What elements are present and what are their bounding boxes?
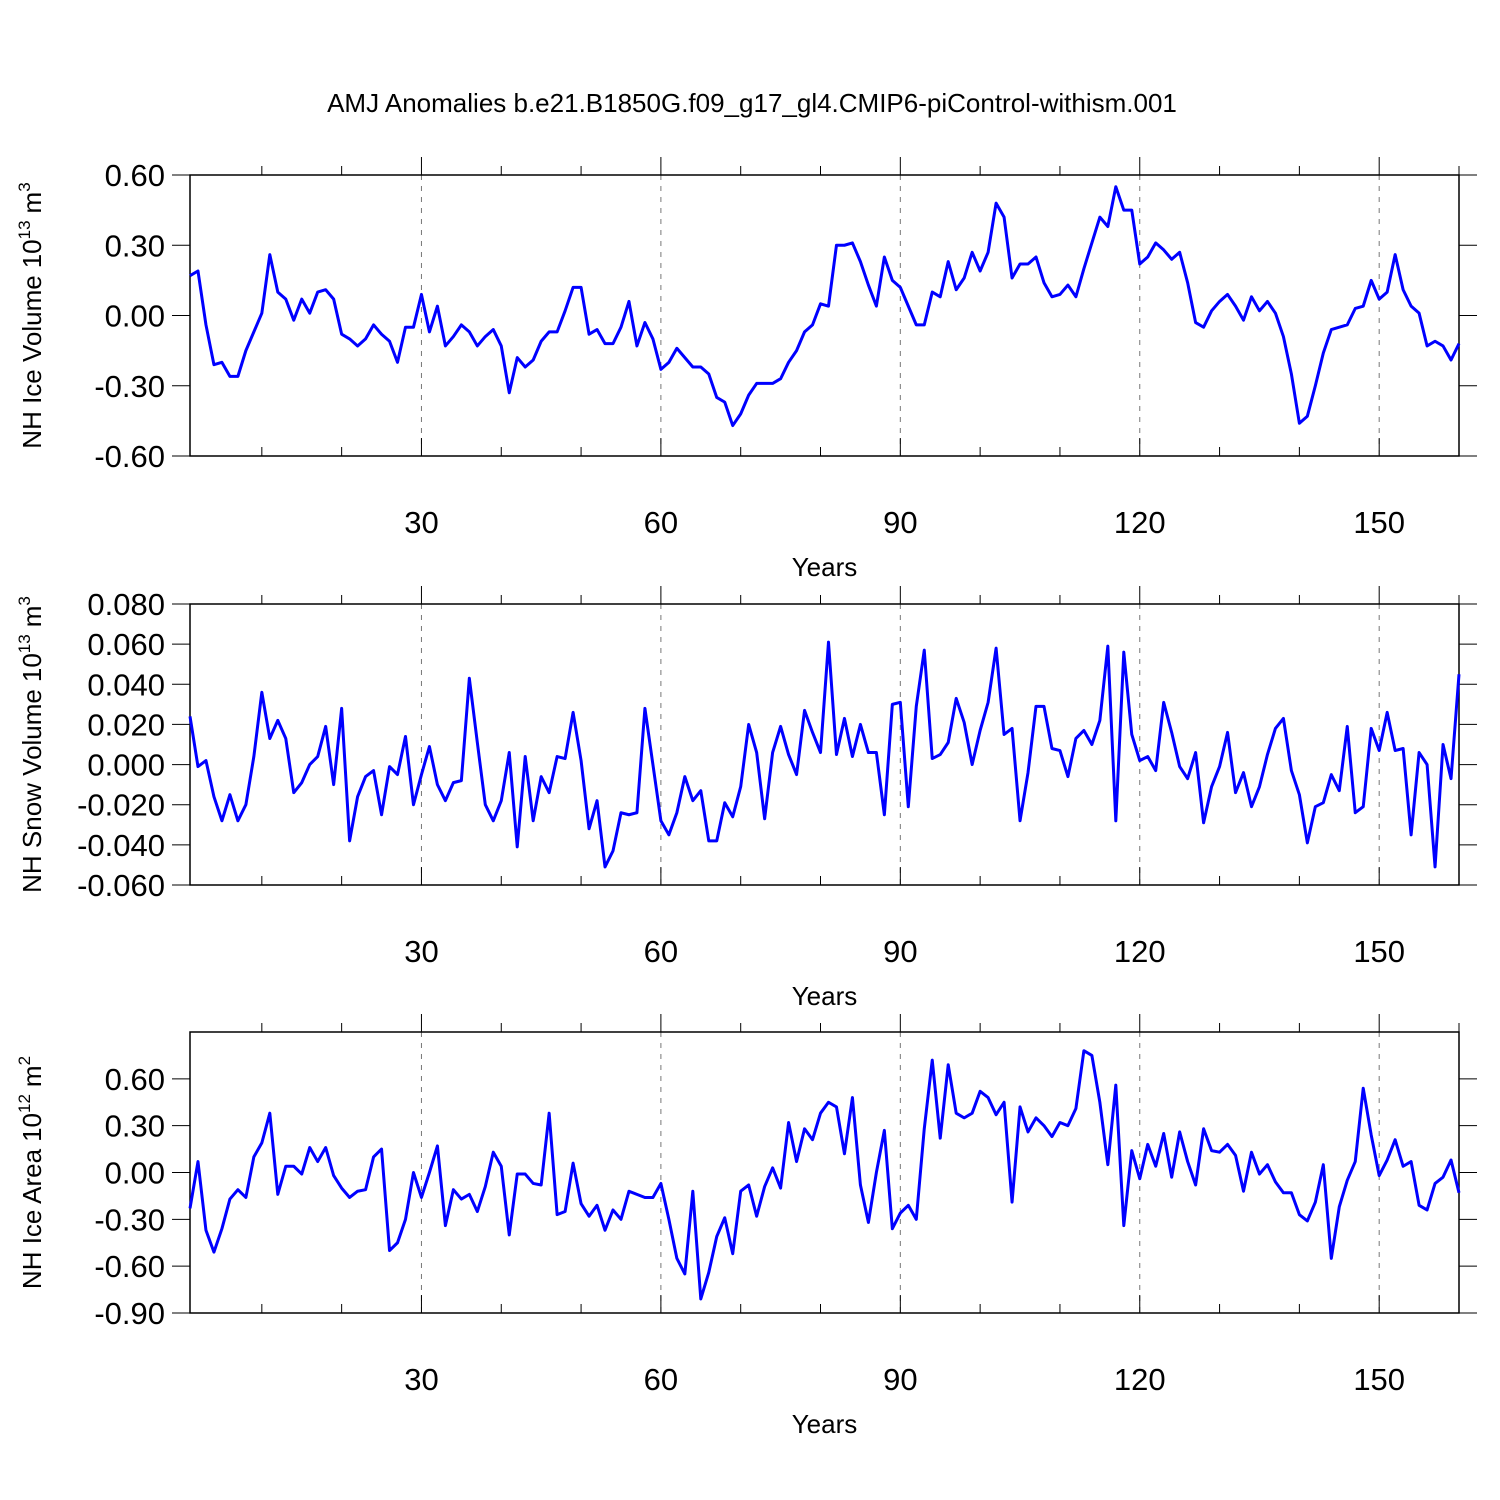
y-tick-label: 0.60 (105, 1062, 165, 1097)
x-tick-label: 60 (644, 934, 678, 969)
y-tick-label: 0.00 (105, 299, 165, 334)
y-label-unit: m (17, 192, 47, 214)
y-tick-label: 0.30 (105, 1109, 165, 1144)
panel: 30 60 90 120 150 -0.60 -0.30 0.00 0.30 0.60 Years N… (15, 157, 1477, 582)
y-tick-label: 0.60 (105, 158, 165, 193)
y-tick-label: -0.30 (94, 1202, 165, 1237)
y-axis-label: NH Ice Volume 1013 m3 (15, 182, 47, 448)
y-label-name: NH Ice Volume (17, 275, 47, 448)
plot-frame (189, 174, 1460, 457)
y-label-scale: 10 (17, 1113, 47, 1142)
x-tick-label: 30 (404, 1362, 438, 1397)
y-label-unit-exp: 3 (15, 596, 34, 605)
y-label-unit: m (17, 606, 47, 628)
y-tick-label: -0.020 (77, 788, 165, 823)
panel: 30 60 90 120 150 -0.060 -0.040 -0.020 0.000 0.020… (15, 586, 1477, 1011)
y-tick-label: 0.060 (87, 627, 165, 662)
y-tick-label: -0.040 (77, 828, 165, 863)
plot-frame (189, 1031, 1460, 1314)
y-label-name: NH Snow Volume (17, 689, 47, 893)
x-tick-label: 120 (1114, 1362, 1166, 1397)
y-label-scale-exp: 13 (15, 634, 34, 653)
x-axis-label: Years (792, 981, 858, 1011)
panel: 30 60 90 120 150 -0.90 -0.60 -0.30 0.00 0.30 0.60 Y… (15, 1014, 1477, 1439)
x-axis-label: Years (792, 552, 858, 582)
y-label-scale-exp: 13 (15, 220, 34, 239)
y-label-unit-exp: 3 (15, 182, 34, 191)
x-tick-label: 120 (1114, 505, 1166, 540)
y-label-scale: 10 (17, 653, 47, 682)
y-tick-label: -0.060 (77, 868, 165, 903)
y-tick-label: 0.040 (87, 667, 165, 702)
x-tick-label: 30 (404, 505, 438, 540)
data-line (188, 1049, 1461, 1301)
x-tick-label: 120 (1114, 934, 1166, 969)
y-axis-label: NH Snow Volume 1013 m3 (15, 596, 47, 893)
x-tick-label: 60 (644, 1362, 678, 1397)
plot-frame (189, 603, 1460, 886)
x-axis-label: Years (792, 1409, 858, 1439)
x-tick-label: 60 (644, 505, 678, 540)
y-axis-label: NH Ice Area 1012 m2 (15, 1056, 47, 1289)
x-tick-label: 90 (883, 1362, 917, 1397)
y-label-scale: 10 (17, 239, 47, 268)
x-tick-label: 150 (1353, 505, 1405, 540)
x-tick-label: 30 (404, 934, 438, 969)
y-label-unit: m (17, 1065, 47, 1087)
y-tick-label: -0.30 (94, 369, 165, 404)
y-tick-label: -0.60 (94, 439, 165, 474)
x-tick-label: 90 (883, 505, 917, 540)
figure-title: AMJ Anomalies b.e21.B1850G.f09_g17_gl4.C… (327, 88, 1177, 118)
y-tick-label: 0.020 (87, 707, 165, 742)
y-label-unit-exp: 2 (15, 1056, 34, 1065)
y-label-scale-exp: 12 (15, 1094, 34, 1113)
x-tick-label: 150 (1353, 934, 1405, 969)
y-tick-label: -0.60 (94, 1249, 165, 1284)
data-line (188, 640, 1461, 869)
y-tick-label: 0.00 (105, 1156, 165, 1191)
y-label-name: NH Ice Area (17, 1148, 47, 1289)
y-tick-label: 0.30 (105, 228, 165, 263)
y-tick-label: 0.000 (87, 748, 165, 783)
x-tick-label: 90 (883, 934, 917, 969)
data-line (189, 185, 1461, 428)
y-tick-label: -0.90 (94, 1296, 165, 1331)
y-tick-label: 0.080 (87, 587, 165, 622)
x-tick-label: 150 (1353, 1362, 1405, 1397)
